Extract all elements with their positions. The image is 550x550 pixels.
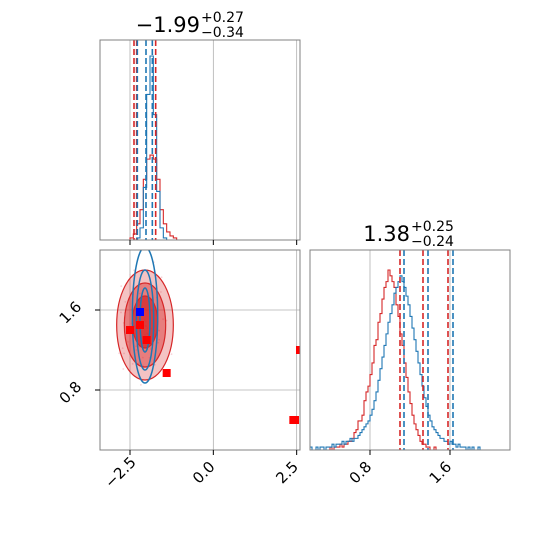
2d-sample-point: [133, 269, 136, 272]
2d-frame: [99, 249, 301, 451]
2d-red-marker: [126, 326, 134, 334]
2d-sample-point: [138, 292, 141, 295]
2d-red-marker: [142, 336, 151, 344]
2d-blue-contour: [135, 269, 155, 371]
2d-sample-point: [135, 349, 138, 351]
2d-sample-point: [127, 340, 129, 343]
2d-sample-point: [158, 338, 161, 341]
2d-sample-point: [131, 362, 134, 365]
2d-sample-point: [129, 273, 131, 276]
y-tick-label: 1.6: [56, 298, 86, 328]
hist2-tick-label: 1.6: [426, 458, 456, 488]
param1-median-label: −1.99: [136, 13, 200, 37]
2d-sample-point: [120, 285, 123, 288]
2d-sample-point: [123, 352, 125, 355]
2d-sample-point: [141, 356, 144, 359]
2d-sample-point: [157, 341, 160, 344]
param2-lower-label: −0.24: [411, 234, 454, 250]
2d-sample-point: [124, 300, 127, 303]
2d-red-marker: [136, 321, 144, 329]
param1-lower-label: −0.34: [201, 25, 244, 41]
hist1-red-series: [100, 154, 300, 240]
2d-blue-contour: [139, 287, 151, 353]
2d-sample-point: [158, 329, 161, 332]
2d-sample-point: [140, 383, 142, 386]
2d-sample-point: [120, 311, 122, 314]
2d-sample-point: [160, 276, 163, 279]
2d-blue-contour: [131, 250, 159, 384]
2d-sample-point: [121, 347, 124, 350]
hist1-frame: [99, 39, 301, 241]
2d-sample-point: [149, 347, 152, 350]
x-tick-label: 0.0: [189, 458, 219, 488]
param2-median-label: 1.38: [363, 222, 410, 246]
x-tick-label: 2.5: [272, 458, 302, 488]
2d-sample-point: [141, 364, 144, 367]
param2-upper-label: +0.25: [411, 219, 454, 235]
x-tick-label: −2.5: [101, 453, 139, 491]
2d-red-marker: [162, 369, 171, 377]
2d-sample-point: [162, 318, 164, 321]
2d-red-marker: [296, 346, 300, 354]
2d-blue-marker: [136, 308, 144, 316]
2d-sample-point: [118, 352, 121, 355]
y-tick-label: 0.8: [56, 378, 86, 408]
2d-sample-point: [137, 362, 140, 365]
2d-sample-point: [160, 291, 162, 293]
param1-upper-label: +0.27: [201, 10, 244, 26]
hist2-frame: [309, 249, 511, 451]
hist2-red-series: [310, 269, 510, 450]
2d-sample-point: [170, 353, 173, 356]
hist2-tick-label: 0.8: [346, 458, 376, 488]
hist2-blue-series: [310, 275, 510, 450]
2d-sample-point: [135, 345, 138, 348]
2d-sample-point: [122, 368, 125, 370]
2d-red-marker: [291, 416, 299, 424]
